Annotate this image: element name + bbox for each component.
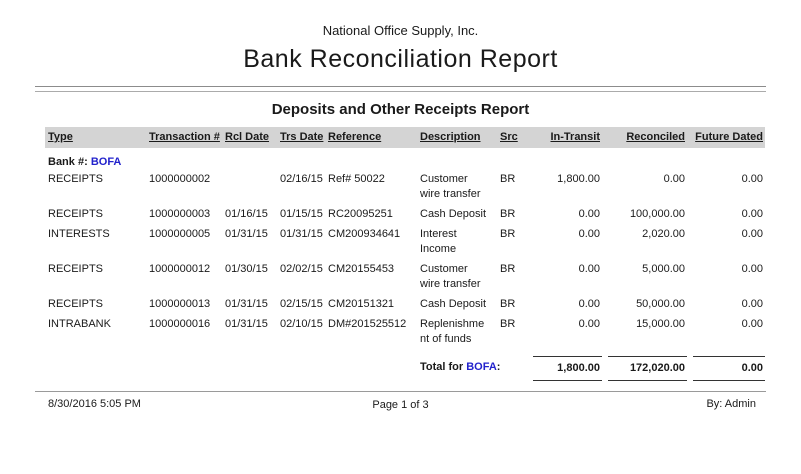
company-name: National Office Supply, Inc. xyxy=(322,23,479,38)
cell-reference: CM200934641 xyxy=(328,228,401,240)
cell-src: BR xyxy=(500,318,516,330)
column-header-transaction: Transaction # xyxy=(149,131,220,143)
total-future-dated: 0.00 xyxy=(687,356,765,381)
total-row: Total for BOFA: 1,800.00 172,020.00 0.00 xyxy=(45,356,765,381)
cell-rcl-date: 01/31/15 xyxy=(225,228,268,240)
column-header-trs-date: Trs Date xyxy=(280,131,324,143)
cell-src: BR xyxy=(500,228,516,240)
column-header-reconciled: Reconciled xyxy=(626,131,685,143)
cell-future-dated: 0.00 xyxy=(741,318,763,330)
column-header-src: Src xyxy=(500,131,518,143)
total-reconciled: 172,020.00 xyxy=(602,356,687,381)
page-footer: 8/30/2016 5:05 PM Page 1 of 3 By: Admin xyxy=(35,391,766,411)
cell-description: Customer wire transfer xyxy=(420,173,481,200)
table-row: RECEIPTS 1000000013 01/31/15 02/15/15 CM… xyxy=(45,295,765,315)
total-bank-link[interactable]: BOFA xyxy=(466,361,497,373)
table-header-row: Type Transaction # Rcl Date Trs Date Ref… xyxy=(45,127,765,148)
cell-reconciled: 0.00 xyxy=(663,173,685,185)
cell-reference: CM20151321 xyxy=(328,298,395,310)
total-in-transit: 1,800.00 xyxy=(527,356,602,381)
cell-type: RECEIPTS xyxy=(48,208,104,220)
cell-type: INTRABANK xyxy=(48,318,111,330)
report-title: Bank Reconciliation Report xyxy=(243,45,558,73)
footer-datetime: 8/30/2016 5:05 PM xyxy=(48,398,141,410)
table-row: INTERESTS 1000000005 01/31/15 01/31/15 C… xyxy=(45,225,765,260)
cell-description: Cash Deposit xyxy=(420,208,487,220)
cell-in-transit: 1,800.00 xyxy=(557,173,600,185)
bank-code-link[interactable]: BOFA xyxy=(90,156,122,168)
cell-in-transit: 0.00 xyxy=(578,318,600,330)
cell-reference: CM20155453 xyxy=(328,263,395,275)
cell-trs-date: 02/16/15 xyxy=(280,173,323,185)
cell-future-dated: 0.00 xyxy=(741,298,763,310)
cell-description: Customer wire transfer xyxy=(420,263,481,290)
cell-src: BR xyxy=(500,263,516,275)
cell-reconciled: 2,020.00 xyxy=(642,228,685,240)
total-label: Total for BOFA: xyxy=(417,356,527,381)
table-row: INTRABANK 1000000016 01/31/15 02/10/15 D… xyxy=(45,315,765,350)
cell-future-dated: 0.00 xyxy=(741,228,763,240)
cell-future-dated: 0.00 xyxy=(741,208,763,220)
cell-future-dated: 0.00 xyxy=(741,263,763,275)
cell-transaction: 1000000003 xyxy=(149,208,211,220)
table-row: RECEIPTS 1000000002 02/16/15 Ref# 50022 … xyxy=(45,170,765,205)
cell-in-transit: 0.00 xyxy=(578,263,600,275)
column-header-future-dated: Future Dated xyxy=(695,131,763,143)
cell-trs-date: 01/31/15 xyxy=(280,228,323,240)
cell-type: RECEIPTS xyxy=(48,173,104,185)
cell-description: Cash Deposit xyxy=(420,298,487,310)
table-row: RECEIPTS 1000000003 01/16/15 01/15/15 RC… xyxy=(45,205,765,225)
cell-transaction: 1000000002 xyxy=(149,173,211,185)
footer-page-number: Page 1 of 3 xyxy=(372,399,429,411)
cell-reference: DM#201525512 xyxy=(328,318,407,330)
cell-trs-date: 02/10/15 xyxy=(280,318,323,330)
cell-in-transit: 0.00 xyxy=(578,208,600,220)
cell-transaction: 1000000016 xyxy=(149,318,211,330)
cell-reconciled: 15,000.00 xyxy=(636,318,685,330)
cell-src: BR xyxy=(500,208,516,220)
column-header-rcl-date: Rcl Date xyxy=(225,131,270,143)
cell-description: Replenishme nt of funds xyxy=(420,318,485,345)
bank-group-header: Bank #: BOFA xyxy=(45,155,765,170)
cell-reference: RC20095251 xyxy=(328,208,393,220)
table-row: RECEIPTS 1000000012 01/30/15 02/02/15 CM… xyxy=(45,260,765,295)
column-header-in-transit: In-Transit xyxy=(550,131,600,143)
total-label-text: Total for xyxy=(420,361,467,373)
cell-src: BR xyxy=(500,298,516,310)
cell-rcl-date: 01/31/15 xyxy=(225,318,268,330)
cell-rcl-date: 01/30/15 xyxy=(225,263,268,275)
cell-rcl-date: 01/16/15 xyxy=(225,208,268,220)
column-header-reference: Reference xyxy=(328,131,382,143)
cell-trs-date: 01/15/15 xyxy=(280,208,323,220)
cell-rcl-date xyxy=(222,170,277,205)
cell-transaction: 1000000005 xyxy=(149,228,211,240)
bank-label: Bank #: xyxy=(48,156,88,168)
cell-description: Interest Income xyxy=(420,228,457,255)
cell-in-transit: 0.00 xyxy=(578,298,600,310)
column-header-type: Type xyxy=(48,131,73,143)
cell-transaction: 1000000013 xyxy=(149,298,211,310)
cell-future-dated: 0.00 xyxy=(741,173,763,185)
cell-src: BR xyxy=(500,173,516,185)
cell-reconciled: 5,000.00 xyxy=(642,263,685,275)
section-title: Deposits and Other Receipts Report xyxy=(271,101,530,118)
total-label-colon: : xyxy=(496,361,501,373)
footer-author: By: Admin xyxy=(706,398,756,410)
cell-reference: Ref# 50022 xyxy=(328,173,385,185)
deposits-table: Type Transaction # Rcl Date Trs Date Ref… xyxy=(45,127,765,381)
cell-type: RECEIPTS xyxy=(48,298,104,310)
cell-rcl-date: 01/31/15 xyxy=(225,298,268,310)
cell-reconciled: 50,000.00 xyxy=(636,298,685,310)
cell-type: INTERESTS xyxy=(48,228,110,240)
cell-reconciled: 100,000.00 xyxy=(629,208,685,220)
cell-in-transit: 0.00 xyxy=(578,228,600,240)
column-header-description: Description xyxy=(420,131,481,143)
cell-trs-date: 02/15/15 xyxy=(280,298,323,310)
cell-type: RECEIPTS xyxy=(48,263,104,275)
header-divider xyxy=(35,86,766,92)
cell-trs-date: 02/02/15 xyxy=(280,263,323,275)
cell-transaction: 1000000012 xyxy=(149,263,211,275)
